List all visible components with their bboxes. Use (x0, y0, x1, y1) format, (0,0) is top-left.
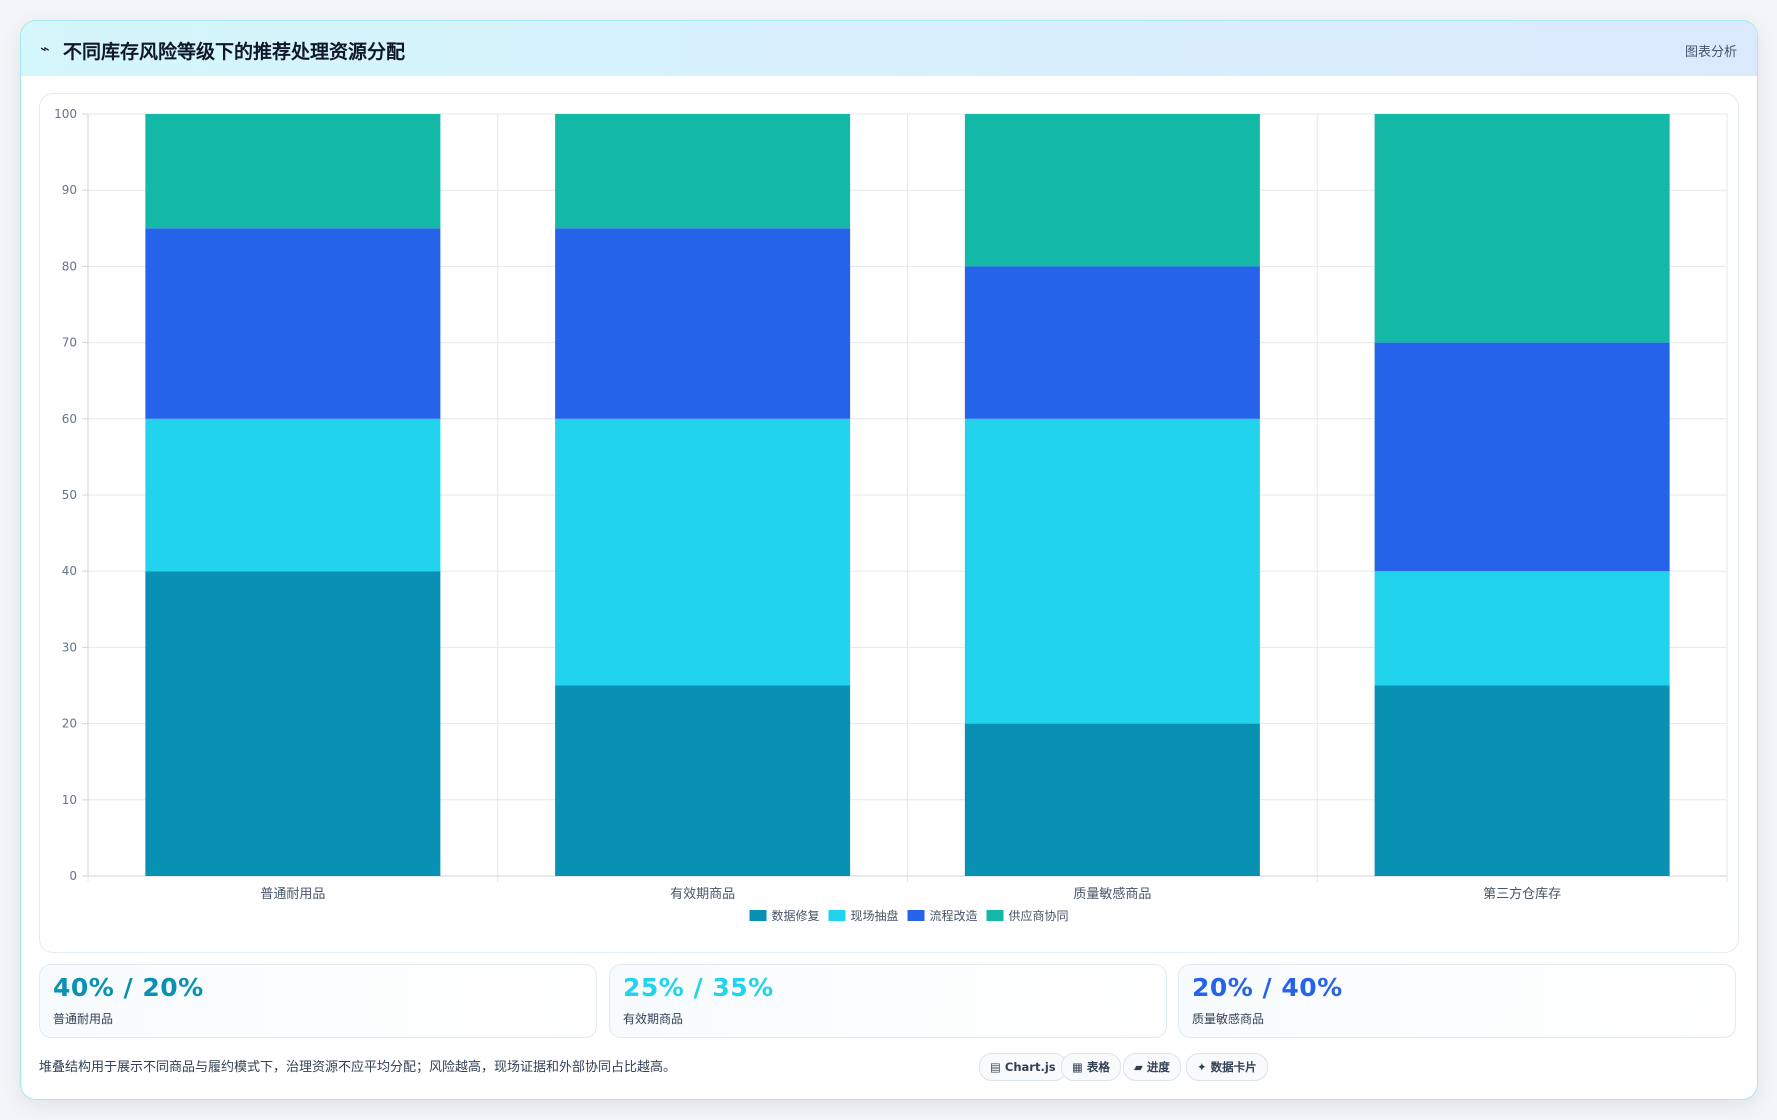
bar-segment (1374, 114, 1670, 343)
chip-label: 进度 (1146, 1060, 1170, 1074)
panel-title: 不同库存风险等级下的推荐处理资源分配 (63, 41, 406, 63)
y-tick-label: 0 (69, 869, 77, 883)
panel-header: ⌁ 不同库存风险等级下的推荐处理资源分配 图表分析 (21, 21, 1757, 76)
stat-label: 普通耐用品 (53, 1012, 114, 1026)
chart-icon: ▤ (990, 1060, 1001, 1074)
chart-panel: ⌁ 不同库存风险等级下的推荐处理资源分配 图表分析 0 10 20 30 40 50 60 7… (20, 20, 1758, 1100)
y-tick-label: 70 (62, 336, 77, 350)
x-tick-label: 第三方仓库存 (1483, 886, 1561, 902)
chip-progress[interactable]: ▰ 进度 (1123, 1053, 1181, 1081)
stat-label: 有效期商品 (623, 1012, 684, 1026)
bar-segment (964, 418, 1260, 724)
bar-segment (145, 228, 441, 419)
bar-segment (964, 266, 1260, 419)
chip-chartjs[interactable]: ▤ Chart.js (979, 1053, 1067, 1081)
stat-card: 40% / 20% 普通耐用品 (39, 964, 597, 1038)
chip-table[interactable]: ▦ 表格 (1061, 1053, 1121, 1081)
legend-swatch (907, 910, 925, 921)
legend-label: 供应商协同 (1009, 908, 1069, 923)
bar-segment (1374, 571, 1670, 686)
y-tick-label: 20 (62, 717, 77, 731)
legend-swatch (986, 910, 1004, 921)
x-tick-label: 有效期商品 (670, 887, 735, 902)
stat-value: 40% / 20% (53, 973, 204, 1002)
chart-line-icon: ⌁ (40, 39, 50, 58)
chart-card: 0 10 20 30 40 50 60 70 80 90 100 普通耐用品 有效期商品 质量敏感商品 第三… (39, 93, 1739, 953)
bar-segment (964, 723, 1260, 876)
sparkle-icon: ✦ (1197, 1060, 1207, 1074)
y-tick-label: 60 (62, 412, 77, 426)
y-tick-label: 10 (62, 793, 77, 807)
y-tick-label: 40 (62, 564, 77, 578)
bar-segment (555, 114, 851, 229)
chip-label: 表格 (1086, 1060, 1110, 1074)
legend-label: 流程改造 (930, 908, 978, 923)
y-tick-label: 80 (62, 259, 77, 273)
chip-label: 数据卡片 (1210, 1060, 1257, 1074)
legend-label: 现场抽盘 (851, 908, 899, 923)
y-tick-label: 100 (54, 107, 77, 121)
legend-label: 数据修复 (772, 908, 820, 923)
bar-segment (1374, 342, 1670, 572)
y-tick-label: 90 (62, 183, 77, 197)
chip-data-card[interactable]: ✦ 数据卡片 (1186, 1053, 1268, 1081)
legend-swatch (749, 910, 767, 921)
bar-segment (145, 114, 441, 229)
table-icon: ▦ (1072, 1060, 1083, 1074)
progress-icon: ▰ (1134, 1060, 1143, 1074)
bar-segment (555, 418, 851, 686)
bar-segment (555, 685, 851, 876)
y-tick-label: 30 (62, 640, 77, 654)
y-tick-label: 50 (62, 488, 77, 502)
stat-card: 25% / 35% 有效期商品 (609, 964, 1167, 1038)
footnote: 堆叠结构用于展示不同商品与履约模式下，治理资源不应平均分配；风险越高，现场证据和… (39, 1060, 677, 1075)
stat-value: 20% / 40% (1192, 973, 1343, 1002)
x-tick-label: 质量敏感商品 (1073, 886, 1151, 902)
bar-segment (145, 571, 441, 876)
stat-cards: 40% / 20% 普通耐用品 25% / 35% 有效期商品 20% / 40… (39, 964, 1739, 1038)
stat-value: 25% / 35% (623, 973, 774, 1002)
stat-card: 20% / 40% 质量敏感商品 (1178, 964, 1736, 1038)
bar-segment (1374, 685, 1670, 876)
bar-segment (964, 114, 1260, 267)
stat-label: 质量敏感商品 (1192, 1012, 1265, 1026)
bar-segment (145, 418, 441, 572)
analysis-tag: 图表分析 (1684, 45, 1737, 60)
x-tick-label: 普通耐用品 (260, 887, 325, 902)
chip-label: Chart.js (1004, 1060, 1056, 1074)
legend-swatch (828, 910, 846, 921)
bar-segment (555, 228, 851, 419)
stacked-bar-chart: 0 10 20 30 40 50 60 70 80 90 100 普通耐用品 有效期商品 质量敏感商品 第三… (54, 107, 1728, 923)
